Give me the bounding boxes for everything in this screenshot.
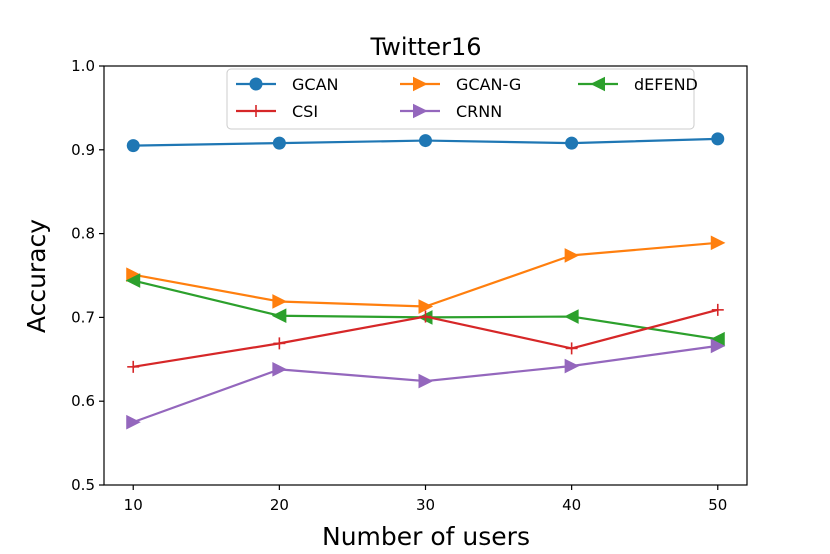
legend-box: [226, 68, 695, 130]
data-point-crnn: [564, 358, 580, 374]
series-layer: [125, 132, 726, 430]
series-csi: [127, 303, 724, 373]
data-point-crnn: [272, 362, 287, 377]
y-tick-label: 0.7: [71, 308, 95, 326]
data-point-crnn: [710, 338, 726, 354]
y-tick-label: 0.8: [71, 225, 95, 243]
x-tick-label: 30: [416, 496, 435, 514]
series-crnn: [126, 338, 726, 430]
x-tick-label: 10: [124, 496, 143, 514]
x-axis-label: Number of users: [322, 522, 530, 551]
legend: GCAN GCAN-G dEFEND CSI CRNN: [226, 68, 698, 130]
data-point-gcan: [711, 132, 725, 146]
series-gcan-g: [126, 235, 726, 314]
data-point-gcan-g: [272, 294, 287, 309]
data-point-gcan: [126, 139, 140, 153]
data-point-gcan-g: [564, 248, 580, 263]
chart-title: Twitter16: [370, 33, 482, 61]
series-gcan: [126, 132, 725, 153]
legend-label: CSI: [292, 102, 318, 121]
data-point-gcan: [419, 134, 432, 148]
legend-entry-gcan-g: GCAN-G: [400, 75, 521, 94]
x-tick-label: 40: [562, 496, 581, 514]
axes-frame: 10 20 30 40 50 0.5 0.6 0.7 0.8 0.9 1.0: [71, 57, 748, 514]
data-point-csi: [711, 303, 724, 316]
legend-label: GCAN: [292, 75, 338, 94]
data-point-gcan-g: [710, 235, 726, 251]
data-point-csi: [419, 310, 432, 323]
legend-entry-defend: dEFEND: [578, 75, 698, 94]
legend-entry-gcan: GCAN: [236, 75, 338, 94]
data-point-defend: [271, 308, 287, 324]
data-point-gcan-g: [418, 299, 434, 314]
legend-swatch-marker: [413, 76, 428, 92]
data-point-crnn: [126, 414, 141, 430]
legend-swatch-marker: [413, 103, 428, 119]
series-line-gcan-g: [133, 241, 718, 308]
y-tick-label: 0.9: [71, 141, 95, 159]
legend-label: GCAN-G: [456, 75, 521, 94]
data-point-crnn: [418, 373, 434, 389]
legend-entry-crnn: CRNN: [400, 102, 502, 121]
y-axis-label: Accuracy: [22, 219, 51, 333]
data-point-csi: [127, 360, 140, 373]
x-tick-label: 20: [270, 496, 289, 514]
legend-label: dEFEND: [634, 75, 698, 94]
legend-swatch-marker: [249, 77, 263, 91]
data-point-gcan: [565, 136, 579, 150]
data-point-gcan: [272, 136, 286, 150]
legend-label: CRNN: [456, 102, 502, 121]
y-tick-label: 0.5: [71, 476, 95, 494]
legend-swatch-marker: [250, 105, 262, 117]
data-point-defend: [125, 273, 141, 288]
legend-entry-csi: CSI: [236, 102, 318, 121]
y-tick-label: 1.0: [71, 57, 95, 75]
y-tick-label: 0.6: [71, 392, 95, 410]
data-point-csi: [273, 337, 286, 350]
x-tick-label: 50: [708, 496, 727, 514]
data-point-csi: [565, 342, 578, 355]
legend-swatch-marker: [590, 76, 605, 92]
data-point-defend: [564, 309, 579, 324]
